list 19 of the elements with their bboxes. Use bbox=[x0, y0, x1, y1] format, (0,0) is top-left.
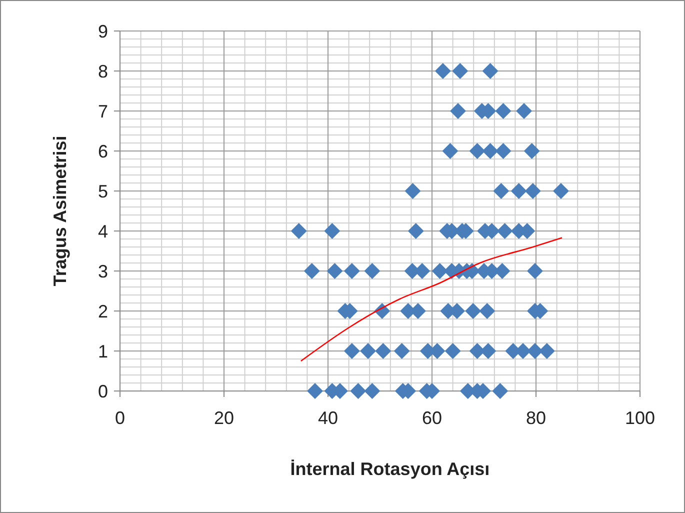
y-tick-label: 7 bbox=[98, 101, 108, 122]
y-tick-label: 4 bbox=[98, 221, 108, 242]
y-tick-label: 6 bbox=[98, 141, 108, 162]
x-tick-label: 0 bbox=[114, 408, 126, 428]
y-tick-label: 2 bbox=[98, 301, 108, 322]
x-tick-label: 80 bbox=[526, 408, 546, 428]
y-tick-label: 3 bbox=[98, 261, 108, 282]
y-tick-label: 0 bbox=[98, 381, 108, 402]
y-tick-label: 8 bbox=[98, 61, 108, 82]
y-tick-label: 5 bbox=[98, 181, 108, 202]
x-tick-label: 40 bbox=[318, 408, 338, 428]
y-axis-title: Tragus Asimetrisi bbox=[50, 136, 70, 286]
line-series bbox=[300, 237, 563, 362]
x-tick-label: 60 bbox=[422, 408, 442, 428]
x-axis-title: İnternal Rotasyon Açısı bbox=[290, 459, 490, 479]
y-tick-label: 9 bbox=[98, 21, 108, 42]
y-tick-label: 1 bbox=[98, 341, 108, 362]
x-tick-label: 20 bbox=[214, 408, 234, 428]
x-tick-label: 100 bbox=[624, 408, 656, 428]
